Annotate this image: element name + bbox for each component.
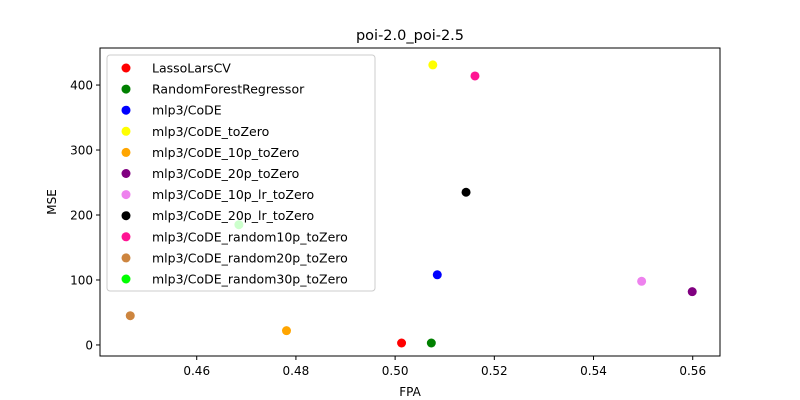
- legend-label: LassoLarsCV: [152, 61, 231, 76]
- legend-entries: LassoLarsCV RandomForestRegressor mlp3/CoD…: [121, 61, 348, 287]
- y-tick-label: 400: [70, 79, 93, 93]
- plot-border: [99, 47, 721, 357]
- data-point: [470, 71, 480, 81]
- legend: LassoLarsCV RandomForestRegressor mlp3/CoD…: [106, 54, 376, 292]
- data-point: [432, 270, 442, 280]
- legend-label: mlp3/CoDE_20p_lr_toZero: [152, 208, 314, 223]
- legend-marker: [121, 147, 131, 157]
- y-tick-label: 100: [70, 273, 93, 287]
- x-axis-ticks: 0.46 0.48 0.50 0.52 0.54 0.56: [183, 356, 706, 378]
- y-axis-label: MSE: [45, 189, 59, 215]
- legend-label: mlp3/CoDE_random20p_toZero: [152, 250, 348, 265]
- legend-label: mlp3/CoDE_random10p_toZero: [152, 229, 348, 244]
- x-tick-label: 0.54: [580, 364, 607, 378]
- x-tick-label: 0.46: [183, 364, 210, 378]
- legend-marker: [121, 169, 131, 178]
- x-tick-label: 0.52: [481, 364, 508, 378]
- legend-label: mlp3/CoDE_random30p_toZero: [152, 272, 348, 287]
- y-axis-ticks: 0 100 200 300 400: [70, 79, 100, 352]
- y-tick-label: 300: [70, 144, 93, 158]
- y-tick-label: 200: [70, 208, 93, 222]
- data-point: [281, 326, 291, 336]
- legend-marker: [121, 253, 131, 263]
- chart-title: poi-2.0_poi-2.5: [356, 28, 464, 44]
- legend-marker: [121, 274, 131, 284]
- legend-marker: [121, 126, 131, 136]
- data-point: [397, 338, 407, 348]
- y-tick-label: 0: [85, 338, 93, 352]
- legend-marker: [121, 105, 131, 115]
- data-point: [428, 60, 438, 70]
- x-axis-label: FPA: [399, 385, 421, 399]
- legend-marker: [121, 84, 131, 94]
- data-point: [687, 287, 697, 297]
- legend-marker: [121, 211, 131, 221]
- legend-marker: [121, 190, 131, 200]
- legend-label: mlp3/CoDE_toZero: [152, 124, 269, 139]
- legend-label: mlp3/CoDE_10p_toZero: [152, 145, 299, 160]
- data-point: [125, 311, 135, 321]
- x-tick-label: 0.56: [679, 364, 706, 378]
- legend-label: mlp3/CoDE: [152, 103, 222, 118]
- data-point: [426, 338, 436, 348]
- legend-label: RandomForestRegressor: [152, 82, 305, 97]
- data-point: [637, 276, 647, 286]
- legend-box: [106, 54, 376, 292]
- x-tick-label: 0.48: [283, 364, 310, 378]
- legend-marker: [121, 232, 131, 242]
- legend-label: mlp3/CoDE_20p_toZero: [152, 166, 299, 181]
- legend-marker: [121, 63, 131, 73]
- legend-label: mlp3/CoDE_10p_lr_toZero: [152, 187, 314, 202]
- data-point: [461, 187, 471, 197]
- x-tick-label: 0.50: [382, 364, 409, 378]
